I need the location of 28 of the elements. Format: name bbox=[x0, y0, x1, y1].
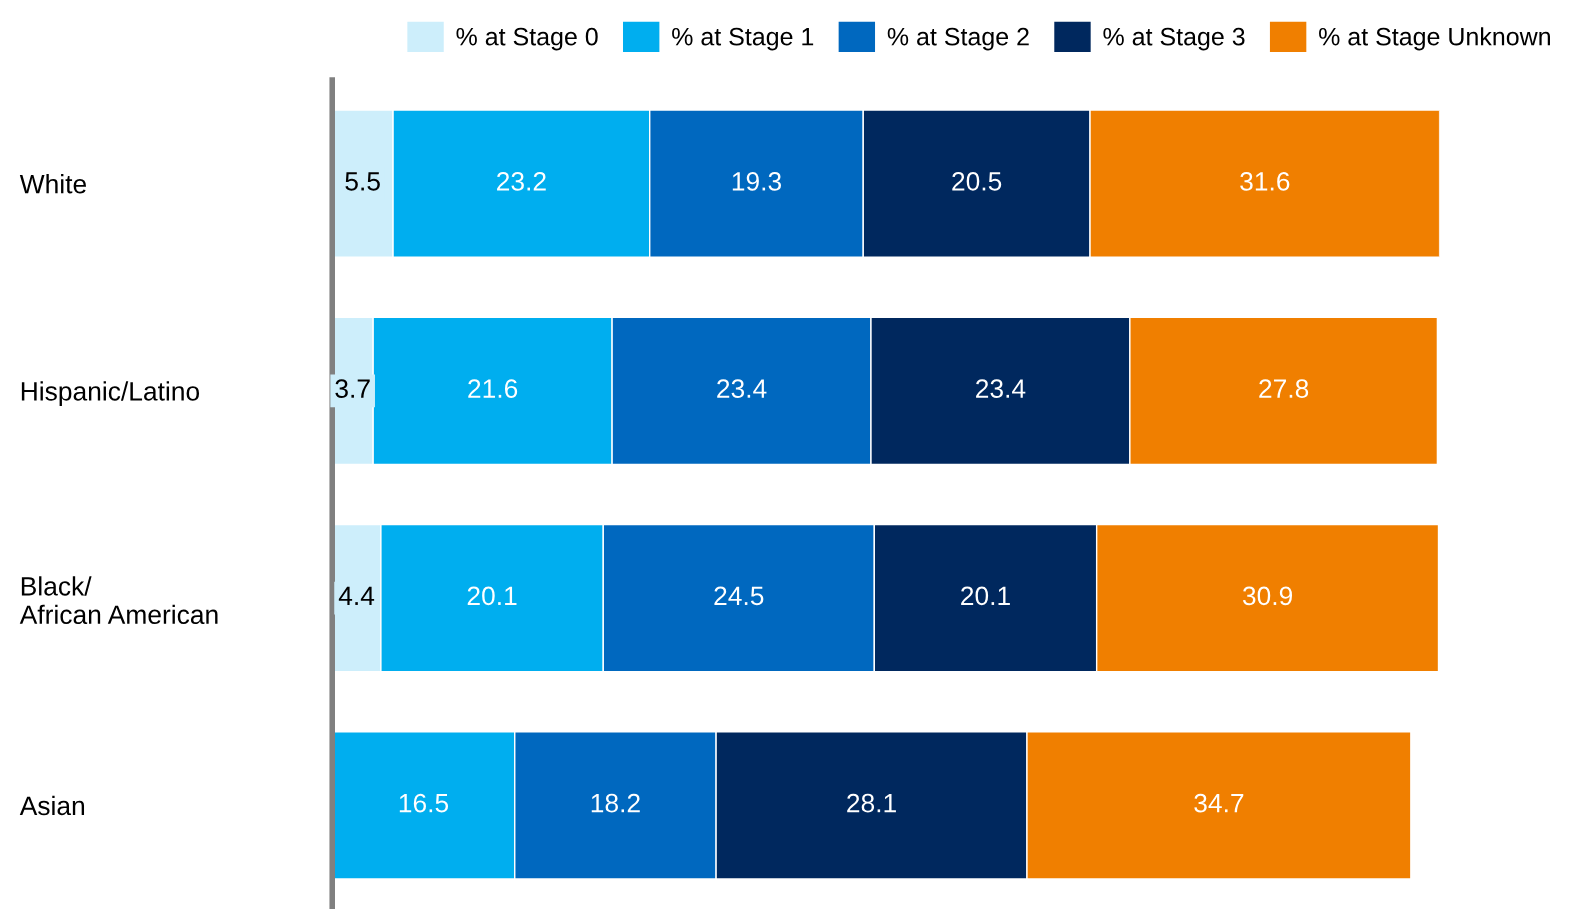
legend-label: % at Stage 1 bbox=[672, 27, 814, 51]
y-tick-label: Asian bbox=[19, 795, 85, 816]
data-label: 19.3 bbox=[732, 172, 782, 191]
legend-label: % at Stage 3 bbox=[1103, 27, 1245, 51]
data-label: 31.6 bbox=[1240, 172, 1290, 191]
y-tick-label: Black/ African American bbox=[19, 576, 218, 625]
data-label: 16.5 bbox=[399, 793, 449, 813]
data-label: 23.4 bbox=[717, 379, 767, 398]
data-label: 28.1 bbox=[847, 793, 896, 813]
data-label: 23.4 bbox=[976, 379, 1026, 398]
y-tick-label: White bbox=[19, 174, 86, 194]
data-label: 3.7 bbox=[335, 379, 370, 398]
data-label: 30.9 bbox=[1242, 586, 1293, 606]
data-label: 5.5 bbox=[345, 172, 380, 191]
data-label: 24.5 bbox=[714, 586, 764, 606]
data-label: 23.2 bbox=[497, 172, 546, 191]
data-label: 20.5 bbox=[952, 172, 1002, 191]
data-label: 18.2 bbox=[591, 793, 640, 813]
data-label: 34.7 bbox=[1194, 793, 1244, 813]
data-label: 20.1 bbox=[961, 586, 1010, 606]
legend-label: % at Stage Unknown bbox=[1319, 27, 1550, 51]
data-label: 27.8 bbox=[1259, 379, 1309, 398]
data-label: 21.6 bbox=[468, 379, 518, 398]
y-tick-label: Hispanic/Latino bbox=[21, 381, 200, 406]
legend-label: % at Stage 0 bbox=[456, 27, 598, 51]
legend-label: % at Stage 2 bbox=[887, 27, 1029, 51]
data-label: 4.4 bbox=[338, 586, 375, 605]
data-label: 20.1 bbox=[467, 586, 517, 606]
